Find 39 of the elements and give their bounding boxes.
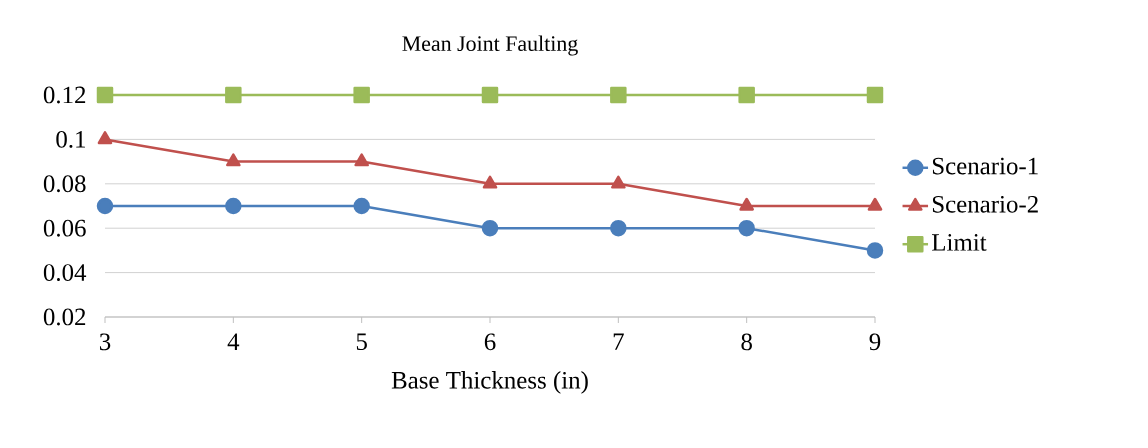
x-tick-label: 6: [484, 333, 496, 351]
x-tick-label: 7: [613, 333, 624, 350]
point: [738, 219, 755, 237]
point: [866, 86, 884, 104]
point: [481, 86, 499, 104]
point: [738, 86, 755, 104]
legend-label: Scenario-2: [932, 195, 1038, 213]
chart-title: Mean Joint Faulting: [402, 35, 578, 56]
point: [739, 197, 754, 211]
point: [225, 197, 242, 215]
x-tick-label: 3: [99, 333, 111, 351]
point: [353, 197, 370, 215]
y-tick-label: 0.02: [43, 308, 86, 326]
point: [96, 197, 114, 215]
point: [97, 131, 113, 145]
point: [354, 153, 369, 167]
point: [481, 219, 499, 237]
x-tick-label: 9: [869, 333, 881, 351]
point: [611, 175, 626, 189]
x-tick-label: 4: [227, 333, 240, 350]
legend-label: Limit: [932, 234, 987, 251]
point: [96, 86, 114, 104]
point: [867, 197, 883, 211]
x-tick-label: 8: [741, 333, 752, 351]
x-tick-label: 5: [356, 333, 367, 351]
point: [610, 219, 627, 237]
y-tick-label: 0.1: [56, 130, 85, 148]
y-tick-label: 0.04: [43, 264, 87, 282]
point: [225, 86, 242, 104]
y-tick-label: 0.12: [43, 86, 86, 104]
point: [482, 175, 498, 189]
x-axis-title: Base Thickness (in): [391, 371, 588, 394]
y-tick-label: 0.06: [43, 219, 86, 237]
y-tick-label: 0.08: [43, 175, 86, 193]
point: [610, 86, 627, 104]
legend-label: Scenario-1: [932, 157, 1038, 175]
point: [353, 86, 370, 104]
point: [226, 153, 241, 167]
point: [866, 242, 884, 259]
